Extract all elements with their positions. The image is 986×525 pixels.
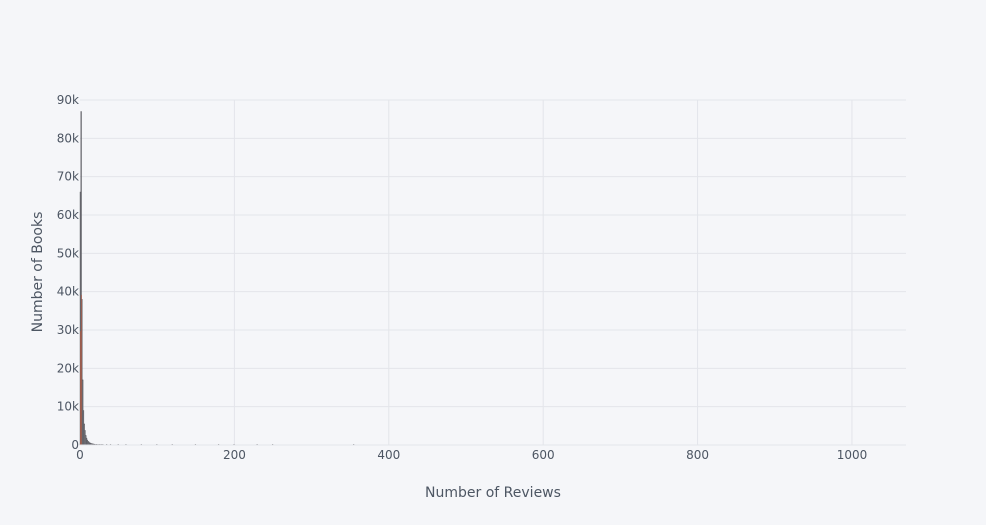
y-tick-label: 70k xyxy=(57,170,79,184)
x-tick-label: 600 xyxy=(532,448,555,462)
y-tick-labels: 0 10k 20k 30k 40k 50k 60k 70k 80k 90k xyxy=(57,93,79,452)
y-tick-label: 0 xyxy=(71,438,79,452)
y-tick-label: 60k xyxy=(57,208,79,222)
histogram-bar-highlight xyxy=(80,331,81,445)
x-tick-labels: 0 200 400 600 800 1000 xyxy=(76,448,867,462)
x-axis-title: Number of Reviews xyxy=(425,485,561,501)
y-tick-label: 40k xyxy=(57,285,79,299)
y-tick-label: 20k xyxy=(57,361,79,375)
y-tick-label: 50k xyxy=(57,246,79,260)
histogram-bar-highlight xyxy=(80,294,82,445)
y-tick-label: 90k xyxy=(57,93,79,107)
y-tick-label: 30k xyxy=(57,323,79,337)
bars xyxy=(79,111,355,446)
x-tick-label: 200 xyxy=(223,448,246,462)
gridlines xyxy=(80,99,906,445)
x-tick-label: 400 xyxy=(377,448,400,462)
x-tick-label: 0 xyxy=(76,448,84,462)
y-axis-title: Number of Books xyxy=(30,212,46,333)
x-tick-label: 1000 xyxy=(837,448,868,462)
x-tick-label: 800 xyxy=(686,448,709,462)
y-tick-label: 80k xyxy=(57,131,79,145)
y-tick-label: 10k xyxy=(57,400,79,414)
plot-background xyxy=(80,100,906,445)
